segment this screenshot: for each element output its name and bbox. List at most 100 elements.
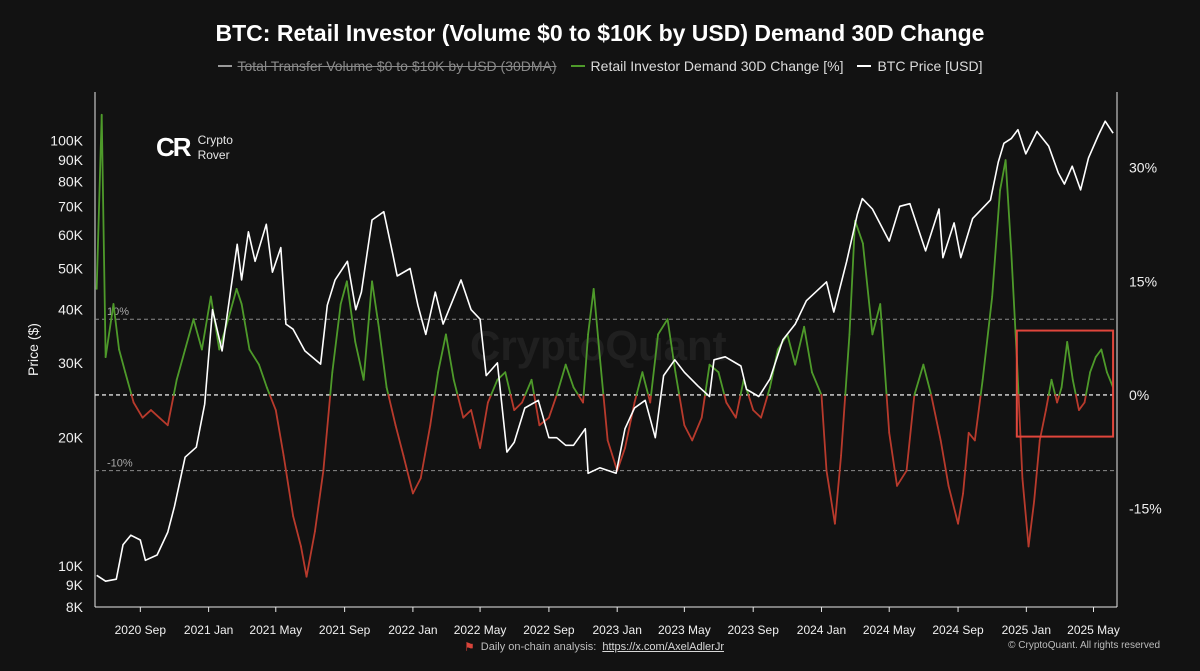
demand-line-segment bbox=[433, 371, 439, 396]
demand-line-segment bbox=[708, 363, 720, 374]
demand-line-segment bbox=[587, 288, 595, 336]
demand-line-segment bbox=[1066, 341, 1074, 381]
y-left-axis-label: Price ($) bbox=[25, 323, 41, 376]
demand-line-segment bbox=[345, 280, 357, 343]
demand-line-segment bbox=[861, 242, 874, 336]
y-left-tick-label: 20K bbox=[58, 430, 84, 446]
y-left-tick-label: 40K bbox=[58, 302, 84, 318]
demand-line-segment bbox=[885, 394, 891, 434]
demand-line-segment bbox=[248, 348, 260, 366]
demand-line-segment bbox=[462, 409, 473, 419]
demand-line-segment bbox=[766, 386, 771, 396]
demand-line-segment bbox=[201, 295, 212, 351]
y-left-tick-label: 9K bbox=[66, 577, 84, 593]
demand-line-segment bbox=[158, 416, 169, 427]
x-tick-label: 2023 May bbox=[658, 623, 711, 637]
demand-line-segment bbox=[1085, 371, 1092, 396]
legend-item-retail-demand[interactable]: Retail Investor Demand 30D Change [%] bbox=[570, 58, 843, 74]
y-right-tick-label: 30% bbox=[1129, 160, 1157, 176]
x-tick-label: 2021 Jan bbox=[184, 623, 233, 637]
demand-line-segment bbox=[429, 394, 436, 427]
demand-line-segment bbox=[513, 401, 523, 411]
demand-line-segment bbox=[844, 333, 851, 396]
btc-price-line bbox=[96, 120, 1114, 583]
demand-line-segment bbox=[752, 409, 762, 419]
demand-line-segment bbox=[734, 394, 742, 419]
y-left-tick-label: 8K bbox=[66, 599, 84, 615]
footer-analysis-link[interactable]: https://x.com/AxelAdlerJr bbox=[602, 641, 724, 653]
demand-line-segment bbox=[331, 303, 342, 374]
y-left-tick-label: 90K bbox=[58, 152, 84, 168]
demand-line-segment bbox=[1058, 386, 1063, 396]
demand-line-segment bbox=[112, 303, 120, 351]
demand-line-segment bbox=[947, 484, 959, 525]
demand-line-segment bbox=[412, 477, 422, 495]
demand-line-segment bbox=[385, 386, 390, 396]
demand-line-segment bbox=[175, 348, 187, 381]
reference-line-label: -10% bbox=[107, 458, 133, 470]
demand-line-segment bbox=[124, 371, 133, 396]
legend-swatch bbox=[857, 65, 872, 67]
demand-line-segment bbox=[888, 431, 898, 487]
demand-line-segment bbox=[555, 363, 567, 396]
demand-line-segment bbox=[1074, 394, 1080, 411]
demand-line-segment bbox=[991, 189, 1001, 298]
demand-line-segment bbox=[227, 288, 238, 321]
demand-line-segment bbox=[1094, 348, 1103, 358]
demand-line-segment bbox=[132, 401, 144, 419]
demand-line-segment bbox=[282, 454, 295, 518]
demand-line-segment bbox=[840, 394, 847, 457]
y-right-tick-label: 15% bbox=[1129, 273, 1157, 289]
demand-line-segment bbox=[725, 401, 737, 419]
x-tick-label: 2022 May bbox=[454, 623, 507, 637]
y-right-tick-label: 0% bbox=[1129, 387, 1149, 403]
y-left-tick-label: 70K bbox=[58, 198, 84, 214]
demand-line-segment bbox=[760, 394, 769, 419]
demand-line-segment bbox=[104, 303, 115, 358]
demand-line-segment bbox=[803, 325, 813, 374]
crypto-rover-logo: CR Crypto Rover bbox=[156, 132, 233, 163]
legend-label: Total Transfer Volume $0 to $10K by USD … bbox=[237, 58, 557, 74]
x-tick-label: 2021 Sep bbox=[319, 623, 371, 637]
demand-line-segment bbox=[794, 325, 806, 366]
demand-line-segment bbox=[922, 363, 933, 396]
demand-line-segment bbox=[445, 333, 455, 381]
demand-line-segment bbox=[691, 416, 703, 442]
demand-line-segment bbox=[509, 394, 516, 411]
x-tick-label: 2024 Jan bbox=[797, 623, 846, 637]
demand-line-segment bbox=[305, 530, 316, 578]
x-tick-label: 2022 Sep bbox=[523, 623, 575, 637]
demand-line-segment bbox=[905, 394, 916, 472]
demand-line-segment bbox=[999, 159, 1007, 192]
demand-line-segment bbox=[1089, 356, 1097, 374]
demand-line-segment bbox=[957, 492, 964, 525]
demand-line-segment bbox=[394, 424, 405, 457]
demand-line-segment bbox=[717, 371, 726, 396]
demand-line-segment bbox=[240, 303, 251, 351]
demand-line-segment bbox=[723, 394, 728, 404]
demand-line-segment bbox=[533, 394, 541, 427]
demand-line-segment bbox=[649, 394, 652, 404]
legend-item-total-transfer-volume[interactable]: Total Transfer Volume $0 to $10K by USD … bbox=[217, 58, 557, 74]
demand-line-segment bbox=[747, 394, 755, 411]
demand-line-segment bbox=[172, 378, 178, 396]
demand-line-segment bbox=[896, 469, 908, 487]
demand-line-segment bbox=[314, 469, 325, 533]
demand-line-segment bbox=[387, 394, 397, 427]
demand-line-segment bbox=[879, 303, 888, 396]
demand-line-segment bbox=[1027, 500, 1036, 548]
legend: Total Transfer Volume $0 to $10K by USD … bbox=[0, 58, 1200, 74]
demand-line-segment bbox=[592, 288, 601, 358]
legend-label: BTC Price [USD] bbox=[877, 58, 983, 74]
demand-line-segment bbox=[582, 394, 585, 404]
demand-line-segment bbox=[700, 394, 706, 419]
demand-line-segment bbox=[1106, 371, 1114, 389]
chart-title: BTC: Retail Investor (Volume $0 to $10K … bbox=[215, 20, 985, 46]
x-tick-label: 2023 Jan bbox=[592, 623, 641, 637]
demand-line-segment bbox=[274, 409, 285, 457]
y-left-tick-label: 100K bbox=[50, 132, 83, 148]
demand-line-segment bbox=[825, 469, 836, 525]
legend-item-btc-price[interactable]: BTC Price [USD] bbox=[857, 58, 982, 74]
demand-line-segment bbox=[913, 363, 925, 396]
